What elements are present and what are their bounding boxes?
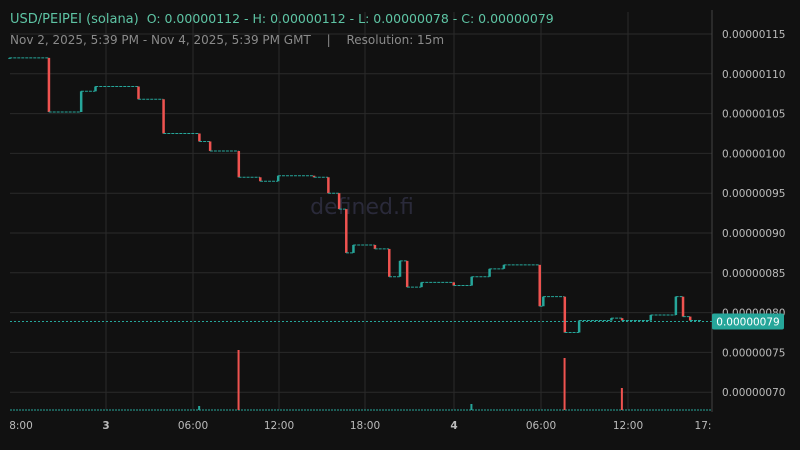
resolution-label: Resolution: 15m xyxy=(346,33,445,47)
volume-bar xyxy=(198,406,201,410)
y-tick-label: 0.00000085 xyxy=(722,268,785,280)
candle xyxy=(563,296,567,333)
watermark: defined.fi xyxy=(310,195,414,220)
y-tick-label: 0.00000070 xyxy=(722,387,785,399)
candle xyxy=(94,86,97,92)
candle xyxy=(137,86,140,100)
candle xyxy=(488,268,491,277)
x-tick-label: 12:00 xyxy=(613,420,643,432)
volume-bar xyxy=(237,350,240,410)
candle xyxy=(649,314,653,321)
candle xyxy=(259,177,262,182)
y-tick-label: 0.00000090 xyxy=(722,228,785,240)
candle xyxy=(373,244,377,249)
x-tick-label: 8:00 xyxy=(9,420,33,432)
y-tick-label: 0.00000115 xyxy=(722,29,785,41)
x-tick-label: 4 xyxy=(450,420,457,432)
candle xyxy=(162,99,165,134)
candle xyxy=(337,193,341,210)
candle xyxy=(312,175,316,178)
candle xyxy=(674,296,678,315)
x-tick-label: 06:00 xyxy=(526,420,556,432)
y-tick-label: 0.00000105 xyxy=(722,109,785,121)
candle xyxy=(352,244,355,253)
date-range: Nov 2, 2025, 5:39 PM - Nov 4, 2025, 5:39… xyxy=(10,33,311,47)
separator: | xyxy=(326,33,331,47)
y-tick-label: 0.00000110 xyxy=(722,69,785,81)
x-tick-label: 06:00 xyxy=(178,420,208,432)
candle xyxy=(198,133,201,142)
candle xyxy=(47,57,51,113)
candle xyxy=(405,260,409,288)
last-price-badge xyxy=(712,313,784,330)
candle xyxy=(388,248,391,277)
chart-header: USD/PEIPEI (solana) O: 0.00000112 - H: 0… xyxy=(10,11,554,27)
candle xyxy=(327,177,330,194)
candle xyxy=(688,316,692,321)
volume-bar xyxy=(563,358,566,410)
x-tick-label: 17: xyxy=(695,420,712,432)
y-tick-label: 0.00000095 xyxy=(722,188,785,200)
candle xyxy=(208,141,212,152)
candle xyxy=(237,151,241,178)
candle xyxy=(452,282,456,286)
x-tick-label: 12:00 xyxy=(264,420,294,432)
candle xyxy=(79,91,83,113)
candle xyxy=(345,209,348,253)
ohlc-readout: O: 0.00000112 - H: 0.00000112 - L: 0.000… xyxy=(146,11,554,26)
candle xyxy=(681,296,685,317)
candle xyxy=(542,296,545,307)
candle xyxy=(420,282,423,288)
candle xyxy=(610,318,613,321)
candle xyxy=(276,175,280,182)
candle xyxy=(577,320,581,333)
x-tick-label: 18:00 xyxy=(350,420,380,432)
pair-label: USD/PEIPEI (solana) xyxy=(10,12,139,27)
chart-subheader: Nov 2, 2025, 5:39 PM - Nov 4, 2025, 5:39… xyxy=(10,33,444,47)
candle xyxy=(470,276,473,286)
last-price-label: 0.00000079 xyxy=(716,317,779,329)
volume-bar xyxy=(470,404,473,410)
x-tick-label: 3 xyxy=(102,420,109,432)
candle xyxy=(538,264,541,307)
volume-bar xyxy=(620,388,623,410)
y-tick-label: 0.00000075 xyxy=(722,347,785,359)
candle xyxy=(620,318,624,321)
y-tick-label: 0.00000100 xyxy=(722,148,785,160)
candle xyxy=(398,260,402,277)
candle xyxy=(502,264,506,269)
